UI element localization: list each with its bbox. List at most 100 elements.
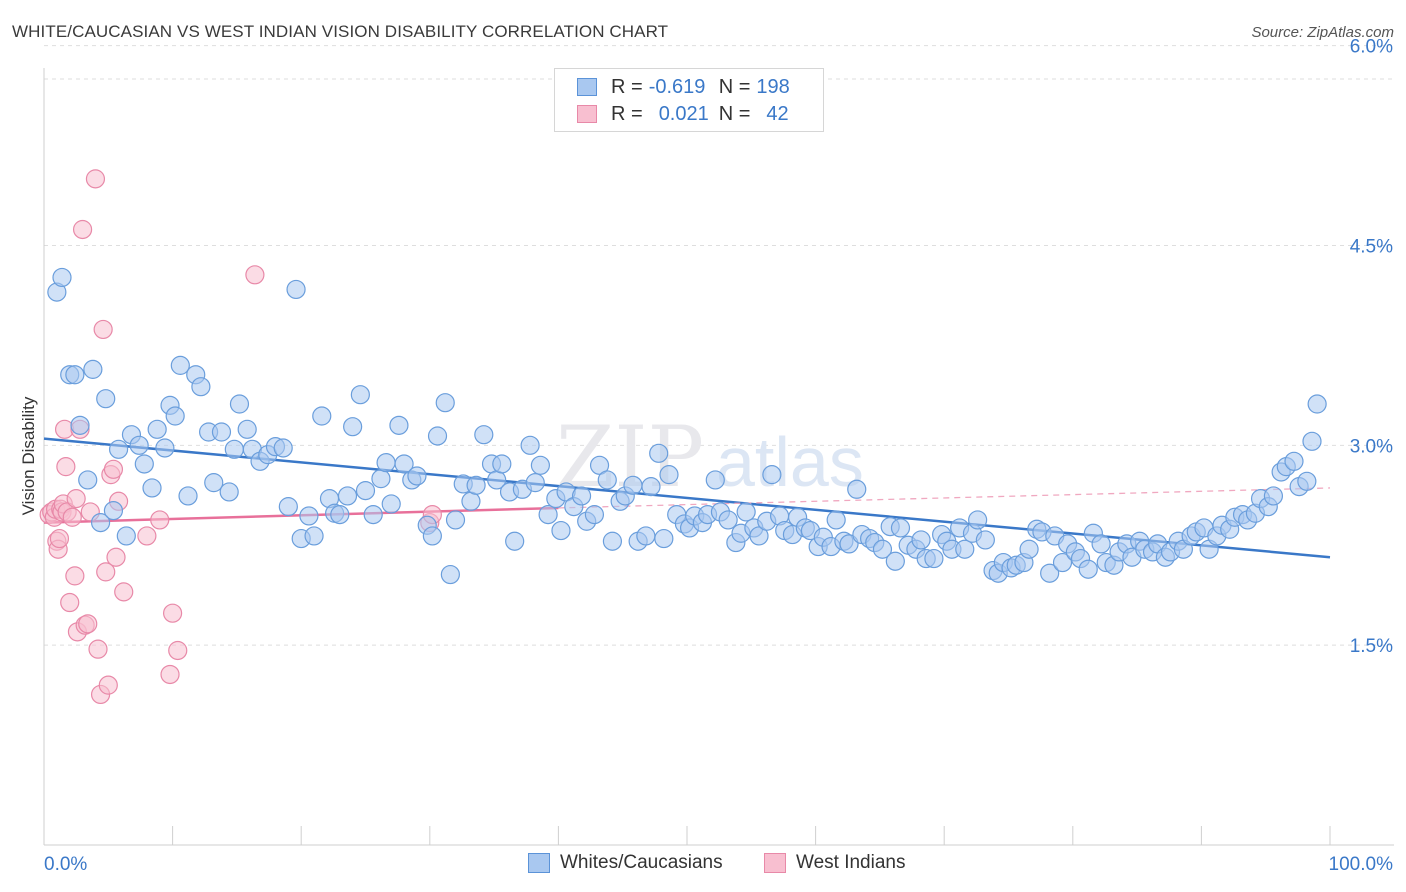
whites-point: [116, 526, 136, 546]
west-indians-point: [245, 265, 265, 285]
gridlines: [44, 45, 1394, 646]
whites-point: [530, 455, 550, 475]
x-tick-label-max: 100.0%: [1329, 854, 1394, 875]
west-indians-point: [72, 219, 93, 240]
whites-point: [1284, 451, 1304, 471]
whites-point: [435, 393, 455, 413]
west-indians-trend-extension: [558, 487, 1331, 509]
whites-point: [1019, 539, 1039, 559]
whites-point: [273, 438, 293, 458]
whites-point: [299, 506, 319, 526]
west-indians-n-value: 42: [766, 102, 789, 125]
x-tick-labels: 0.0% 100.0%: [44, 854, 1393, 875]
whites-point: [1091, 534, 1111, 554]
whites-point: [178, 486, 198, 506]
whites-point: [129, 435, 149, 455]
r-label: R =: [611, 75, 643, 98]
west-indians-point: [60, 592, 80, 613]
west-indians-point: [62, 507, 82, 527]
whites-point: [505, 531, 525, 551]
whites-swatch: [577, 78, 597, 96]
x-ticks: [43, 826, 1331, 845]
whites-point: [90, 512, 111, 533]
whites-point: [641, 477, 661, 497]
whites-point: [736, 502, 756, 522]
whites-legend-swatch: [528, 853, 550, 873]
whites-point: [237, 419, 257, 439]
x-tick-label-min: 0.0%: [44, 854, 87, 875]
whites-point: [623, 475, 643, 495]
west-indians-point: [168, 640, 188, 661]
whites-point: [304, 526, 324, 546]
y-tick-label: 1.5%: [1350, 636, 1393, 657]
whites-point: [204, 473, 224, 493]
west-indians-legend-label: West Indians: [796, 852, 906, 873]
whites-point: [636, 526, 656, 546]
whites-point: [83, 359, 103, 379]
west-indians-point: [114, 582, 134, 602]
west-indians-point: [78, 614, 98, 634]
west-indians-point: [56, 457, 76, 477]
whites-point: [394, 454, 414, 474]
whites-point: [381, 494, 401, 514]
whites-point: [312, 406, 332, 426]
whites-point: [597, 470, 617, 490]
stats-legend: R = -0.619 N = 198 R = 0.021 N = 42: [554, 68, 824, 132]
west-indians-point: [150, 510, 170, 530]
whites-point: [975, 530, 995, 550]
west-indians-point: [98, 675, 118, 695]
n-label: N =: [718, 102, 751, 125]
n-label: N =: [718, 75, 751, 98]
whites-point: [538, 504, 558, 525]
whites-point: [65, 365, 85, 385]
y-tick-label: 6.0%: [1350, 37, 1393, 58]
whites-point: [659, 465, 679, 485]
y-tick-label: 3.0%: [1350, 436, 1393, 457]
y-axis-label: Vision Disability: [19, 396, 38, 515]
whites-point: [70, 415, 90, 435]
whites-point: [445, 510, 466, 530]
legend-item-whites[interactable]: Whites/Caucasians: [528, 852, 723, 874]
legend-row-west-indians: R = 0.021 N = 42: [577, 101, 789, 127]
whites-point: [1040, 563, 1060, 583]
whites-point: [584, 504, 605, 525]
whites-n-value: 198: [756, 75, 790, 98]
whites-point: [474, 425, 494, 445]
whites-points: [47, 267, 1327, 585]
whites-point: [389, 415, 409, 435]
west-indians-point: [85, 169, 106, 189]
axes: [43, 68, 1394, 846]
whites-point: [520, 435, 540, 455]
whites-point: [363, 504, 383, 525]
whites-point: [492, 454, 512, 474]
whites-point: [649, 443, 669, 463]
whites-point: [376, 453, 396, 473]
whites-point: [1052, 552, 1073, 573]
legend-item-west-indians[interactable]: West Indians: [764, 852, 905, 874]
whites-point: [890, 518, 911, 538]
whites-point: [847, 479, 867, 499]
whites-point: [551, 520, 571, 541]
whites-point: [134, 454, 154, 474]
legend-row-whites: R = -0.619 N = 198: [577, 74, 790, 100]
whites-legend-label: Whites/Caucasians: [560, 852, 723, 873]
whites-point: [968, 510, 988, 530]
whites-point: [654, 528, 674, 549]
whites-point: [571, 486, 592, 506]
west-indians-point: [65, 566, 85, 586]
whites-point: [147, 419, 167, 439]
whites-point: [211, 422, 232, 442]
west-indians-points: [39, 169, 442, 705]
whites-point: [762, 465, 782, 485]
whites-point: [955, 539, 975, 559]
whites-point: [885, 551, 905, 571]
whites-point: [440, 564, 460, 585]
whites-point: [330, 504, 350, 525]
west-indians-swatch: [577, 105, 597, 123]
whites-point: [826, 510, 846, 530]
series-legend: Whites/Caucasians West Indians: [0, 852, 1406, 876]
whites-point: [872, 539, 893, 559]
whites-point: [155, 438, 175, 458]
whites-point: [407, 466, 427, 486]
